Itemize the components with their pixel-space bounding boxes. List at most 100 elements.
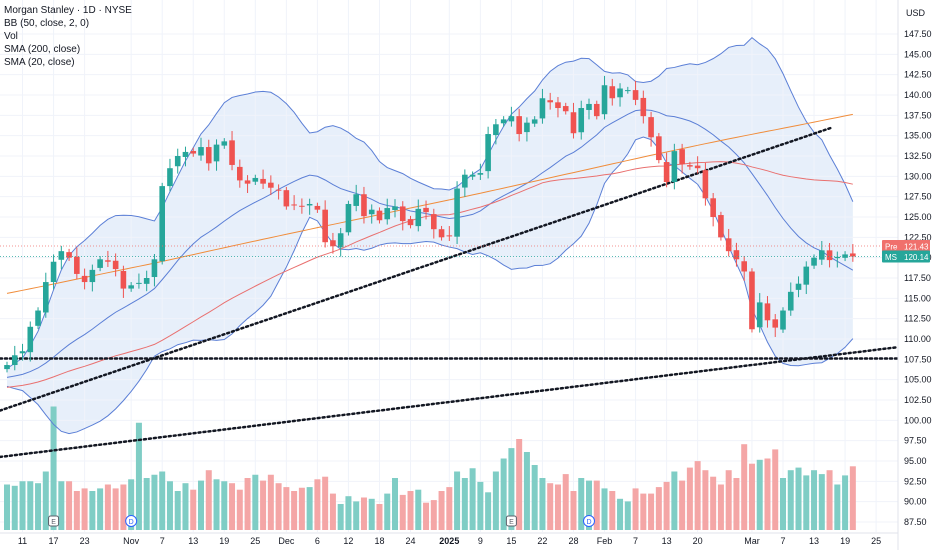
candle-body [392,206,398,211]
candle-body [407,219,414,226]
candle-body [741,261,747,272]
candle-body [811,257,817,266]
volume-bar [849,466,856,530]
bb-basis-line [6,109,854,378]
time-axis[interactable]: 11 17 23 Nov 7 13 19 25 Dec 6 12 18 24 2025 9 15 22 28 Feb… [18,536,881,546]
candle-body [43,282,49,313]
candle-body [640,97,647,117]
candle-body [819,250,825,260]
price-tick-label: 87.50 [904,517,927,527]
volume-bar [322,476,329,530]
date-tick-label: 25 [250,536,260,546]
legend-bb[interactable]: BB (50, close, 2, 0) [4,18,90,29]
legend-sma20[interactable]: SMA (20, close) [4,57,75,68]
candle-body [508,116,515,122]
volume-bar [135,422,142,530]
candle-body [136,282,142,284]
volume-bar [205,470,212,530]
volume-bar [609,491,616,530]
volume-bar [73,491,80,530]
volume-bar [500,458,507,530]
volume-bar [252,474,259,530]
candle-body [89,269,96,283]
volume-bar [686,467,693,530]
candle-body [283,190,290,207]
volume-bar [213,479,220,530]
legend-vol[interactable]: Vol [4,31,18,42]
candle-body [81,275,88,283]
legend-sma200[interactable]: SMA (200, close) [4,44,81,55]
volume-bar [66,481,73,530]
volume-bar [399,494,406,530]
date-tick-label: 19 [219,536,229,546]
volume-bar [554,484,561,530]
candle-body [687,165,693,167]
candle-body [477,173,484,175]
candle-body [694,165,701,169]
volume-bar [446,487,453,530]
candle-body [454,188,460,237]
candle-body [446,235,453,237]
event-marker-label: E [51,519,56,526]
price-tick-label: 142.50 [904,70,932,80]
volume-bar [423,502,430,530]
volume-bar [58,481,65,530]
volume-bar [229,483,236,530]
volume-bar [803,475,810,530]
volume-bar [329,493,336,530]
candle-body [105,260,111,262]
volume-bar [772,449,779,530]
price-tick-label: 110.00 [904,334,931,344]
volume-bar [640,493,647,530]
dividend-marker [125,515,138,527]
volume-bar [834,484,841,530]
volume-bar [81,488,88,530]
candle-body [679,149,685,165]
candle-body [50,261,57,283]
legend-title[interactable]: Morgan Stanley · 1D · NYSE [4,5,132,16]
price-tick-label: 95.00 [904,456,927,466]
date-tick-label: 2025 [439,536,459,546]
volume-bar [120,484,127,530]
volume-bar [741,444,748,530]
volume-bar [151,474,158,530]
volume-bar [104,484,111,530]
candle-body [221,141,228,146]
price-tick-label: 90.00 [904,497,927,507]
volume-bars [4,406,856,530]
candle-body [151,259,158,278]
volume-bar [780,478,786,530]
volume-bar [492,471,499,530]
price-tick-label: 130.00 [904,171,932,181]
candle-body [244,180,251,184]
sma200-line [6,113,853,294]
candle-body [780,310,786,330]
candle-body [493,124,499,136]
volume-bar [159,471,166,530]
volume-bar [516,439,523,530]
candle-body [198,147,204,156]
volume-bar [190,489,197,530]
volume-bar [624,501,631,530]
rising-trendline-lower [0,345,900,459]
earnings-marker [505,515,517,527]
candle-body [725,238,732,252]
volume-bar [275,483,282,530]
volume-bar [368,498,375,530]
trend-lines[interactable] [0,126,900,459]
volume-bar [756,459,763,530]
candle-body [345,203,352,233]
volume-bar [236,489,243,530]
volume-bar [291,491,298,530]
event-marker-label: D [586,519,591,526]
candle-body [368,209,375,215]
candle-body [415,208,422,227]
candle-body [756,302,763,328]
price-tick-label: 122.50 [904,232,932,242]
price-tick-label: 107.50 [904,354,932,364]
volume-bar [267,474,274,530]
candle-body [462,174,468,188]
volume-bar [655,487,662,530]
